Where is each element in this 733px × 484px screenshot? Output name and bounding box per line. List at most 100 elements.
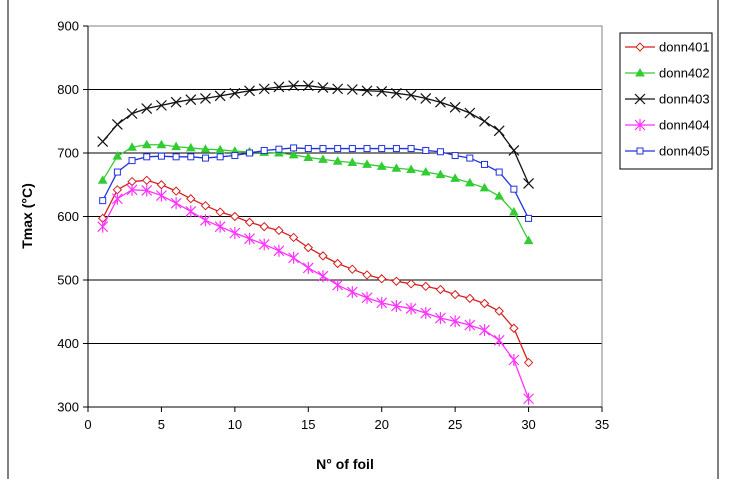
- data-point-donn403-26: [464, 107, 476, 119]
- data-point-donn403-9: [214, 90, 226, 102]
- data-point-donn404-4: [141, 184, 153, 197]
- data-point-donn402-2: [112, 151, 123, 160]
- data-point-donn404-26: [464, 319, 476, 332]
- data-point-donn402-21: [391, 163, 402, 172]
- data-point-donn401-10: [230, 211, 240, 222]
- data-point-donn405-22: [407, 145, 415, 153]
- data-point-donn401-18: [347, 264, 358, 274]
- data-point-donn402-26: [464, 177, 475, 187]
- data-point-donn405-4: [143, 153, 151, 161]
- data-point-donn404-10: [229, 227, 241, 240]
- data-point-donn404-19: [361, 291, 373, 304]
- data-point-donn402-8: [200, 144, 211, 153]
- data-point-donn403-12: [258, 83, 270, 95]
- data-point-donn401-28: [494, 306, 504, 316]
- data-point-donn403-25: [449, 101, 461, 113]
- y-tick-label-600: 600: [57, 209, 79, 224]
- x-tick-label-30: 30: [521, 417, 535, 432]
- legend-marker-donn401: [635, 42, 645, 52]
- data-point-donn402-1: [97, 175, 108, 184]
- data-point-donn404-14: [288, 251, 300, 264]
- data-point-donn403-1: [97, 136, 109, 147]
- data-point-donn401-4: [142, 175, 152, 186]
- data-point-donn401-17: [332, 258, 343, 269]
- data-point-donn404-12: [258, 238, 270, 251]
- legend-label-donn403: donn403: [659, 92, 710, 107]
- x-tick-label-35: 35: [595, 417, 609, 432]
- data-point-donn401-13: [274, 225, 284, 236]
- data-point-donn405-7: [187, 153, 195, 161]
- data-point-donn403-20: [376, 85, 388, 97]
- data-point-donn402-20: [376, 161, 387, 170]
- data-point-donn405-1: [99, 197, 107, 205]
- data-point-donn402-18: [347, 157, 358, 167]
- data-point-donn405-3: [128, 157, 136, 165]
- data-point-donn402-6: [171, 141, 181, 151]
- data-point-donn402-3: [127, 142, 137, 151]
- data-point-donn404-29: [508, 354, 520, 367]
- legend-marker-donn404: [634, 119, 646, 131]
- series-line-donn403: [102, 85, 530, 184]
- series-donn403: [97, 80, 534, 189]
- data-point-donn405-13: [275, 145, 283, 153]
- data-point-donn404-13: [273, 244, 285, 257]
- data-point-donn405-9: [216, 153, 224, 161]
- data-point-donn401-21: [391, 276, 402, 286]
- data-point-donn405-10: [231, 152, 239, 160]
- y-tick-label-800: 800: [57, 82, 79, 97]
- data-point-donn403-29: [508, 145, 520, 156]
- y-tick-label-500: 500: [57, 273, 79, 288]
- series-donn405: [99, 144, 533, 222]
- data-point-donn405-30: [525, 214, 533, 222]
- series-donn404: [97, 183, 534, 405]
- data-point-donn401-8: [200, 200, 211, 211]
- data-point-donn405-18: [348, 145, 356, 153]
- data-point-donn404-22: [405, 302, 417, 315]
- x-tick-label-15: 15: [301, 417, 315, 432]
- data-point-donn403-11: [244, 85, 255, 97]
- data-point-donn402-22: [406, 164, 416, 174]
- data-point-donn404-5: [156, 189, 167, 202]
- data-point-donn403-16: [317, 82, 329, 94]
- data-point-donn404-6: [170, 197, 182, 210]
- data-point-donn403-7: [185, 94, 197, 106]
- x-tick-label-5: 5: [158, 417, 165, 432]
- data-point-donn401-23: [421, 281, 431, 292]
- data-point-donn402-9: [215, 144, 226, 154]
- data-point-donn401-6: [171, 186, 181, 196]
- data-point-donn405-12: [260, 146, 268, 154]
- y-tick-label-700: 700: [57, 146, 79, 161]
- data-point-donn404-20: [376, 296, 388, 309]
- data-point-donn404-9: [214, 220, 226, 233]
- data-point-donn405-2: [113, 168, 121, 176]
- data-point-donn403-18: [346, 84, 358, 95]
- data-point-donn401-26: [465, 293, 475, 304]
- legend-label-donn405: donn405: [659, 144, 710, 159]
- data-point-donn401-12: [259, 221, 269, 232]
- x-tick-label-25: 25: [448, 417, 462, 432]
- data-point-donn405-21: [392, 145, 400, 153]
- legend-box: [619, 32, 713, 170]
- x-tick-label-10: 10: [228, 417, 242, 432]
- data-point-donn404-21: [390, 300, 402, 313]
- data-point-donn404-17: [332, 279, 344, 292]
- data-point-donn405-6: [172, 153, 180, 161]
- x-tick-label-0: 0: [84, 417, 91, 432]
- data-point-donn403-23: [420, 92, 432, 104]
- data-point-donn403-5: [156, 99, 167, 111]
- y-tick-label-900: 900: [57, 19, 79, 34]
- data-point-donn404-25: [449, 315, 461, 328]
- data-point-donn405-14: [290, 144, 298, 152]
- data-point-donn403-14: [288, 80, 300, 92]
- series-donn402: [97, 139, 534, 245]
- data-point-donn401-19: [362, 270, 372, 280]
- legend-label-donn404: donn404: [659, 118, 710, 133]
- data-point-donn401-20: [377, 274, 387, 284]
- data-point-donn402-14: [288, 149, 299, 159]
- data-point-donn404-16: [317, 270, 329, 283]
- data-point-donn402-17: [332, 156, 343, 165]
- data-point-donn401-24: [435, 284, 446, 295]
